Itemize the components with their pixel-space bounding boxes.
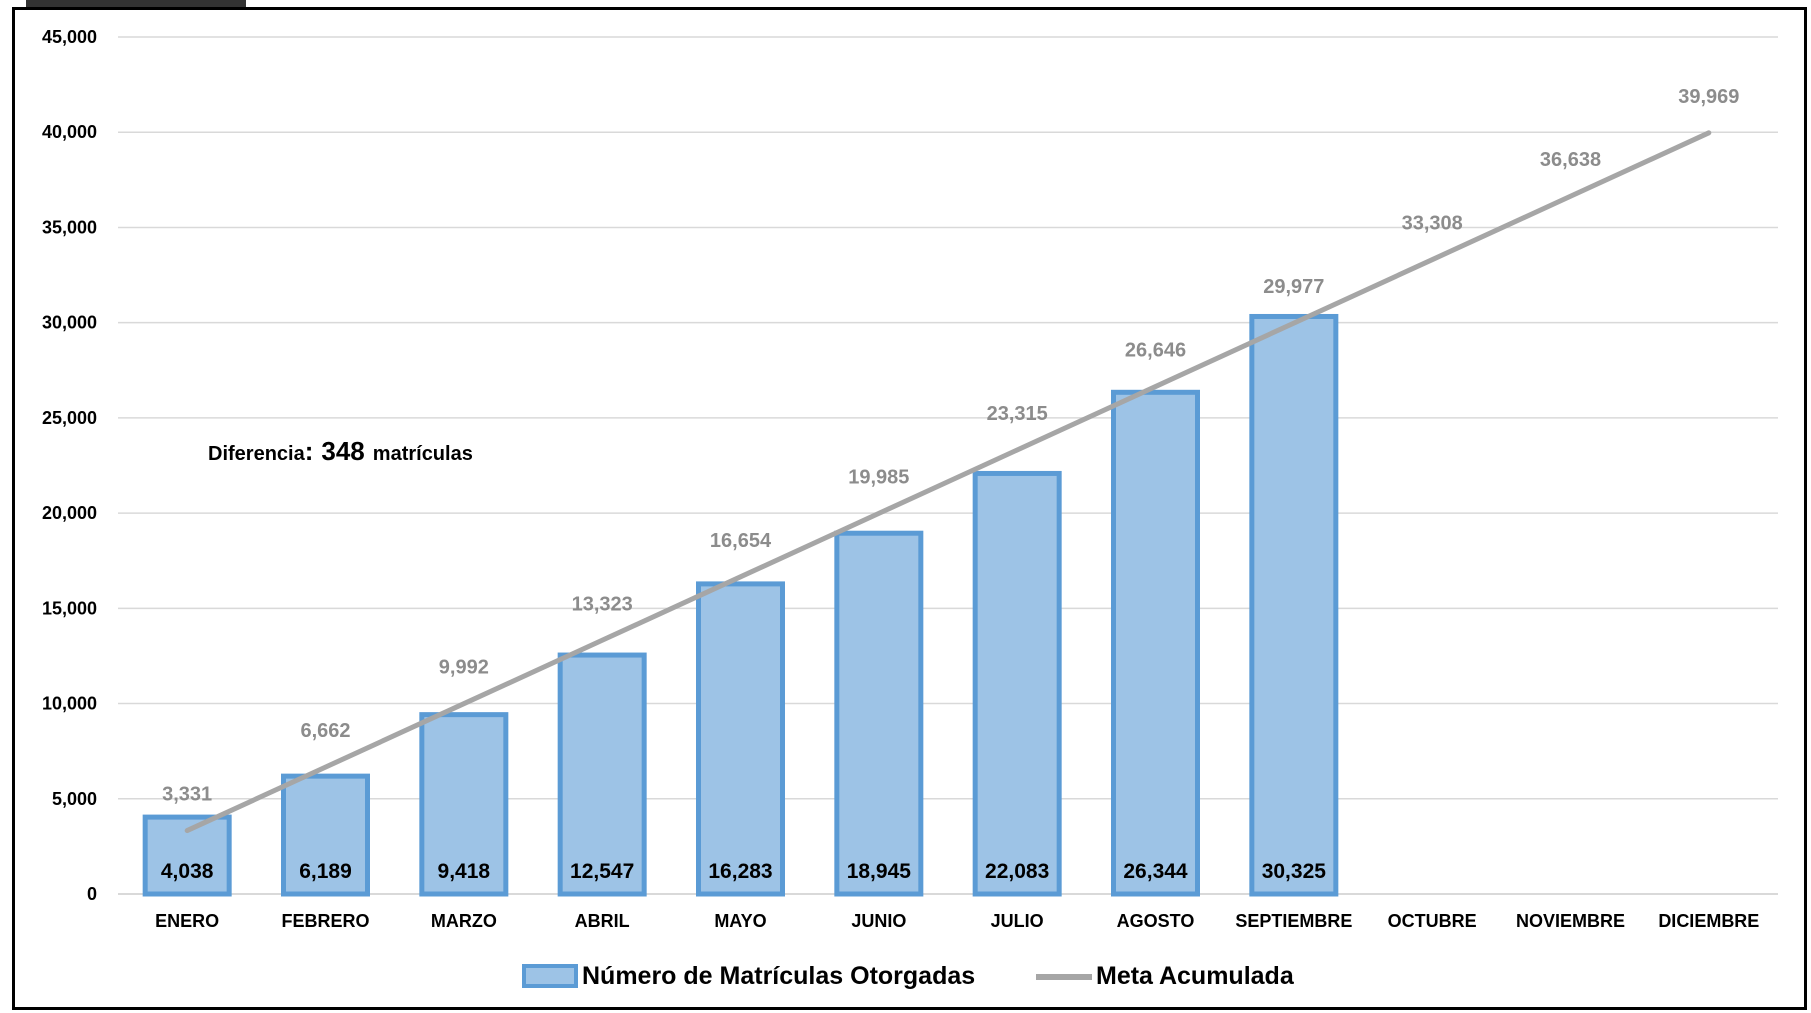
y-tick-label: 25,000 [42, 408, 97, 428]
gridlines [118, 36, 1778, 895]
meta-value-label: 6,662 [300, 720, 350, 742]
bar-value-label: 4,038 [161, 860, 214, 883]
y-tick-label: 15,000 [42, 598, 97, 618]
bar-value-label: 22,083 [985, 860, 1049, 883]
x-category-label: AGOSTO [1117, 911, 1195, 931]
bar-value-label: 9,418 [438, 860, 491, 883]
meta-value-label: 9,992 [439, 657, 489, 679]
x-category-label: NOVIEMBRE [1516, 911, 1625, 931]
bar [419, 712, 509, 897]
meta-value-label: 3,331 [162, 784, 212, 806]
y-tick-label: 30,000 [42, 313, 97, 333]
bar [557, 652, 647, 897]
x-category-label: JULIO [991, 911, 1044, 931]
legend-bar-swatch [522, 964, 578, 988]
meta-line: 3,331 6,662 9,992 13,323 16,654 19,985 23,315 2… [162, 86, 1739, 834]
bar [696, 581, 785, 897]
legend: Número de Matrículas Otorgadas Meta Acum… [522, 962, 1295, 990]
meta-value-label: 19,985 [848, 466, 909, 488]
x-category-label: MAYO [714, 911, 766, 931]
x-category-label: ABRIL [575, 911, 630, 931]
meta-value-label: 23,315 [987, 403, 1048, 425]
meta-value-label: 16,654 [710, 530, 772, 552]
bar-value-label: 6,189 [299, 860, 352, 883]
bar-value-label: 18,945 [847, 860, 912, 883]
bar [972, 470, 1062, 897]
meta-value-label: 13,323 [572, 593, 633, 615]
x-category-label: SEPTIEMBRE [1235, 911, 1352, 931]
y-tick-label: 20,000 [42, 503, 97, 523]
legend-line-label: Meta Acumulada [1096, 962, 1295, 990]
y-axis-ticks: 0 5,000 10,000 15,000 20,000 25,000 30,000 35,0… [42, 27, 97, 904]
difference-colon: : [305, 436, 314, 466]
x-category-label: DICIEMBRE [1658, 911, 1759, 931]
bar [281, 773, 370, 897]
y-tick-label: 40,000 [42, 122, 97, 142]
bar [1249, 313, 1339, 897]
meta-value-label: 29,977 [1263, 276, 1324, 298]
bar-value-label: 16,283 [708, 860, 772, 883]
x-category-label: FEBRERO [281, 911, 369, 931]
bar-value-label: 30,325 [1262, 860, 1327, 883]
meta-value-label: 36,638 [1540, 149, 1601, 171]
meta-line-path [184, 130, 1712, 834]
y-tick-label: 10,000 [42, 694, 97, 714]
difference-prefix: Diferencia [208, 443, 306, 465]
bar [834, 530, 924, 897]
y-tick-label: 45,000 [42, 27, 97, 47]
x-category-label: OCTUBRE [1388, 911, 1477, 931]
y-tick-label: 35,000 [42, 217, 97, 237]
legend-bar-label: Número de Matrículas Otorgadas [582, 962, 975, 990]
y-tick-label: 0 [87, 884, 97, 904]
difference-suffix: matrículas [373, 443, 473, 465]
bar [1111, 389, 1200, 897]
x-category-label: JUNIO [851, 911, 906, 931]
difference-value: 348 [321, 436, 364, 466]
difference-annotation: Diferencia: 348 matrículas [208, 436, 473, 466]
y-tick-label: 5,000 [52, 789, 97, 809]
bar-value-label: 26,344 [1123, 860, 1188, 883]
top-tab-decoration [26, 0, 246, 7]
meta-value-label: 26,646 [1125, 340, 1186, 362]
x-category-label: MARZO [431, 911, 497, 931]
x-axis-categories: ENERO FEBRERO MARZO ABRIL MAYO JUNIO JULIO AGOS… [155, 911, 1759, 931]
x-category-label: ENERO [155, 911, 219, 931]
meta-value-label: 39,969 [1678, 86, 1739, 108]
bars: 4,038 6,189 9,418 12,547 16,283 18,945 22,083 2… [142, 313, 1339, 897]
meta-value-label: 33,308 [1402, 213, 1463, 235]
bar-value-label: 12,547 [570, 860, 634, 883]
